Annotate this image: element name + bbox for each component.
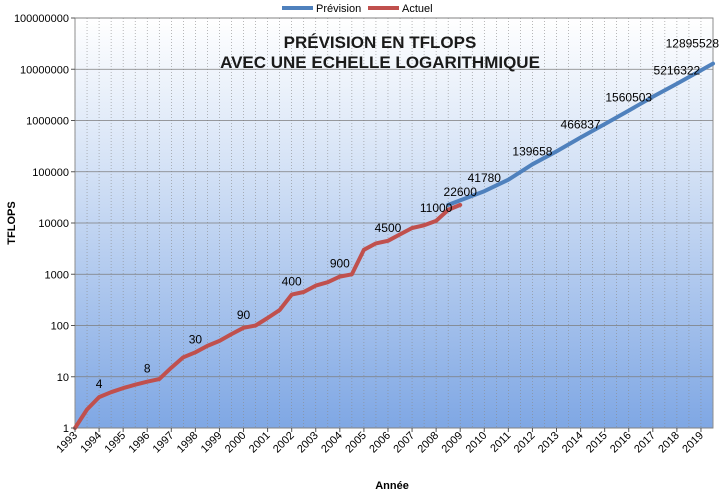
y-tick-label: 1000000 (26, 116, 69, 128)
x-tick-label: 1996 (127, 430, 153, 456)
x-tick-label: 2016 (608, 430, 634, 456)
x-tick-label: 2001 (247, 430, 273, 456)
y-tick-label: 10000 (38, 218, 69, 230)
x-tick-label: 2002 (271, 430, 297, 456)
data-label: 22600 (444, 185, 478, 199)
y-tick-label: 100 (51, 321, 69, 333)
x-axis-label: Année (375, 480, 409, 492)
y-tick-label: 1 (63, 423, 69, 435)
x-tick-label: 2003 (295, 430, 321, 456)
x-tick-label: 1999 (199, 430, 225, 456)
data-label: 30 (189, 332, 203, 346)
x-tick-label: 2004 (319, 430, 345, 456)
y-tick-label: 100000 (32, 167, 69, 179)
x-tick-label: 2017 (632, 430, 658, 456)
x-tick-label: 2000 (223, 430, 249, 456)
data-label: 4 (96, 377, 103, 391)
data-label: 1560503 (605, 91, 652, 105)
chart-title-line2: AVEC UNE ECHELLE LOGARITHMIQUE (220, 53, 540, 72)
data-label: 8 (144, 362, 151, 376)
data-label: 5216322 (654, 64, 701, 78)
data-label: 90 (237, 308, 251, 322)
x-tick-label: 2007 (391, 430, 417, 456)
x-tick-label: 2010 (464, 430, 490, 456)
legend-label-actuel: Actuel (402, 3, 433, 15)
x-tick-label: 2009 (440, 430, 466, 456)
x-tick-label: 2013 (536, 430, 562, 456)
x-tick-label: 2011 (488, 430, 513, 455)
x-axis-ticks: 1993199419951996199719981999200020012002… (54, 428, 706, 455)
data-label: 400 (282, 275, 302, 289)
y-tick-label: 10000000 (20, 64, 69, 76)
x-tick-label: 1993 (54, 430, 80, 456)
x-tick-label: 2015 (584, 430, 610, 456)
data-label: 139658 (512, 144, 552, 158)
y-tick-label: 100000000 (14, 13, 69, 25)
legend-label-prevision: Prévision (316, 3, 361, 15)
y-tick-label: 10 (57, 372, 69, 384)
chart-title-line1: PRÉVISION EN TFLOPS (284, 33, 477, 52)
x-tick-label: 1998 (175, 430, 201, 456)
y-axis-ticks: 1 10 100 1000 10000 100000 1000000 10000000 1000… (14, 13, 75, 435)
y-tick-label: 1000 (45, 269, 69, 281)
x-tick-label: 2018 (656, 430, 682, 456)
y-axis-label: TFLOPS (6, 201, 18, 244)
data-label: 900 (330, 257, 350, 271)
series-line-actuel (73, 202, 463, 430)
data-label: 4500 (375, 221, 402, 235)
x-tick-label: 2019 (680, 430, 706, 456)
x-tick-label: 2006 (367, 430, 393, 456)
x-tick-label: 1995 (102, 430, 128, 456)
data-label: 466837 (561, 117, 601, 131)
series-lines (73, 61, 715, 430)
x-tick-label: 2005 (343, 430, 369, 456)
grid (74, 17, 714, 429)
x-tick-label: 2008 (415, 430, 441, 456)
x-tick-label: 2014 (560, 430, 586, 456)
legend: Prévision Actuel (282, 3, 433, 15)
x-tick-label: 2012 (512, 430, 538, 456)
data-label: 12895528 (666, 37, 720, 51)
x-tick-label: 1997 (151, 430, 177, 456)
data-label: 11000 (420, 201, 453, 215)
series-line-prevision (446, 61, 715, 207)
x-tick-label: 1994 (78, 430, 104, 456)
data-label: 41780 (468, 171, 502, 185)
